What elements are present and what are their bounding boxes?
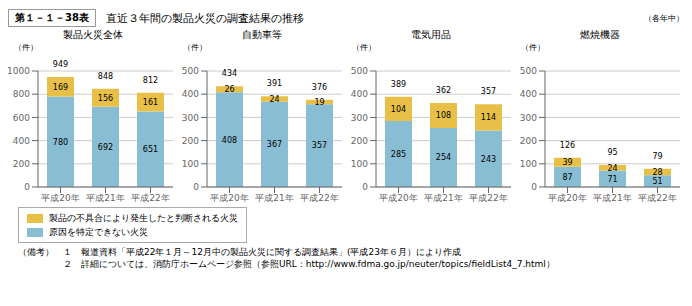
svg-text:300: 300 — [351, 113, 368, 123]
svg-text:平成21年: 平成21年 — [424, 193, 462, 203]
html-text:自動車等: 自動車等 — [241, 29, 282, 40]
svg-text:19: 19 — [314, 98, 324, 107]
svg-text:362: 362 — [436, 86, 451, 95]
svg-text:平成22年: 平成22年 — [131, 193, 169, 203]
svg-text:169: 169 — [53, 83, 68, 92]
html-text:原因を特定できない火災: 原因を特定できない火災 — [49, 226, 148, 237]
svg-text:平成20年: 平成20年 — [210, 193, 248, 203]
svg-text:367: 367 — [267, 140, 282, 149]
svg-text:357: 357 — [312, 141, 327, 150]
svg-text:780: 780 — [53, 138, 68, 147]
svg-text:300: 300 — [520, 113, 537, 123]
svg-text:200: 200 — [13, 159, 30, 169]
svg-text:0: 0 — [362, 182, 368, 192]
svg-text:400: 400 — [182, 89, 199, 99]
svg-text:26: 26 — [224, 85, 234, 94]
svg-text:500: 500 — [182, 66, 199, 76]
svg-text:71: 71 — [607, 175, 617, 184]
svg-text:79: 79 — [652, 152, 662, 161]
svg-text:400: 400 — [13, 136, 30, 146]
svg-text:156: 156 — [98, 94, 113, 103]
svg-text:平成20年: 平成20年 — [41, 193, 79, 203]
svg-text:平成22年: 平成22年 — [300, 193, 338, 203]
html-text:製品の不具合により発生したと判断される火災: 製品の不具合により発生したと判断される火災 — [49, 212, 238, 223]
html-text:直近３年間の製品火災の調査結果の推移: 直近３年間の製品火災の調査結果の推移 — [105, 11, 304, 25]
svg-text:408: 408 — [222, 136, 237, 145]
svg-text:24: 24 — [269, 95, 279, 104]
html-text:（件）: （件） — [352, 43, 376, 52]
svg-text:200: 200 — [351, 136, 368, 146]
svg-text:平成21年: 平成21年 — [255, 193, 293, 203]
html-text:（件）: （件） — [14, 43, 38, 52]
svg-text:800: 800 — [13, 89, 30, 99]
svg-text:692: 692 — [98, 143, 113, 152]
svg-text:243: 243 — [481, 155, 496, 164]
svg-text:254: 254 — [436, 153, 451, 162]
html-text:製品火災全体: 製品火災全体 — [62, 29, 123, 40]
svg-text:651: 651 — [143, 145, 158, 154]
svg-text:0: 0 — [531, 182, 537, 192]
svg-text:104: 104 — [391, 105, 406, 114]
html-text:（備考） １ 報道資料「平成22年１月～12月中の製品火災に: （備考） １ 報道資料「平成22年１月～12月中の製品火災に関する調査結果」(平… — [18, 247, 461, 257]
svg-text:平成21年: 平成21年 — [593, 193, 631, 203]
svg-text:平成21年: 平成21年 — [86, 193, 124, 203]
svg-text:24: 24 — [607, 164, 617, 173]
svg-text:平成22年: 平成22年 — [469, 193, 507, 203]
svg-text:161: 161 — [143, 98, 158, 107]
svg-text:1000: 1000 — [8, 66, 30, 76]
svg-text:434: 434 — [222, 69, 237, 78]
html-text:（件）: （件） — [183, 43, 207, 52]
svg-text:300: 300 — [182, 113, 199, 123]
html-text:第１－１－38表: 第１－１－38表 — [15, 12, 89, 23]
svg-text:200: 200 — [520, 136, 537, 146]
svg-text:平成20年: 平成20年 — [548, 193, 586, 203]
html-text:燃焼機器: 燃焼機器 — [579, 29, 620, 40]
html-text:（各年中）: （各年中） — [644, 13, 684, 23]
svg-text:95: 95 — [607, 148, 617, 157]
svg-text:400: 400 — [351, 89, 368, 99]
svg-text:357: 357 — [481, 87, 496, 96]
svg-text:500: 500 — [351, 66, 368, 76]
svg-text:100: 100 — [351, 159, 368, 169]
svg-text:平成20年: 平成20年 — [379, 193, 417, 203]
svg-text:126: 126 — [560, 141, 575, 150]
svg-text:389: 389 — [391, 80, 406, 89]
svg-text:51: 51 — [652, 177, 662, 186]
svg-text:87: 87 — [562, 173, 572, 182]
svg-text:0: 0 — [193, 182, 199, 192]
svg-text:0: 0 — [24, 182, 30, 192]
svg-text:39: 39 — [562, 158, 572, 167]
svg-text:812: 812 — [143, 76, 158, 85]
html-text:（件）: （件） — [521, 43, 545, 52]
svg-text:100: 100 — [520, 159, 537, 169]
svg-text:平成22年: 平成22年 — [638, 193, 676, 203]
svg-text:400: 400 — [520, 89, 537, 99]
svg-text:28: 28 — [652, 168, 662, 177]
svg-text:848: 848 — [98, 72, 113, 81]
svg-text:200: 200 — [182, 136, 199, 146]
html-text:電気用品: 電気用品 — [410, 29, 451, 40]
svg-text:391: 391 — [267, 79, 282, 88]
svg-text:600: 600 — [13, 113, 30, 123]
svg-text:285: 285 — [391, 150, 406, 159]
svg-text:114: 114 — [481, 113, 496, 122]
svg-text:100: 100 — [182, 159, 199, 169]
html-text:２ 詳細については、消防庁ホームページ参照（参照URL：ht: ２ 詳細については、消防庁ホームページ参照（参照URL：http://www.f… — [18, 259, 555, 269]
svg-text:108: 108 — [436, 111, 451, 120]
svg-text:949: 949 — [53, 60, 68, 69]
svg-text:376: 376 — [312, 83, 327, 92]
svg-text:500: 500 — [520, 66, 537, 76]
